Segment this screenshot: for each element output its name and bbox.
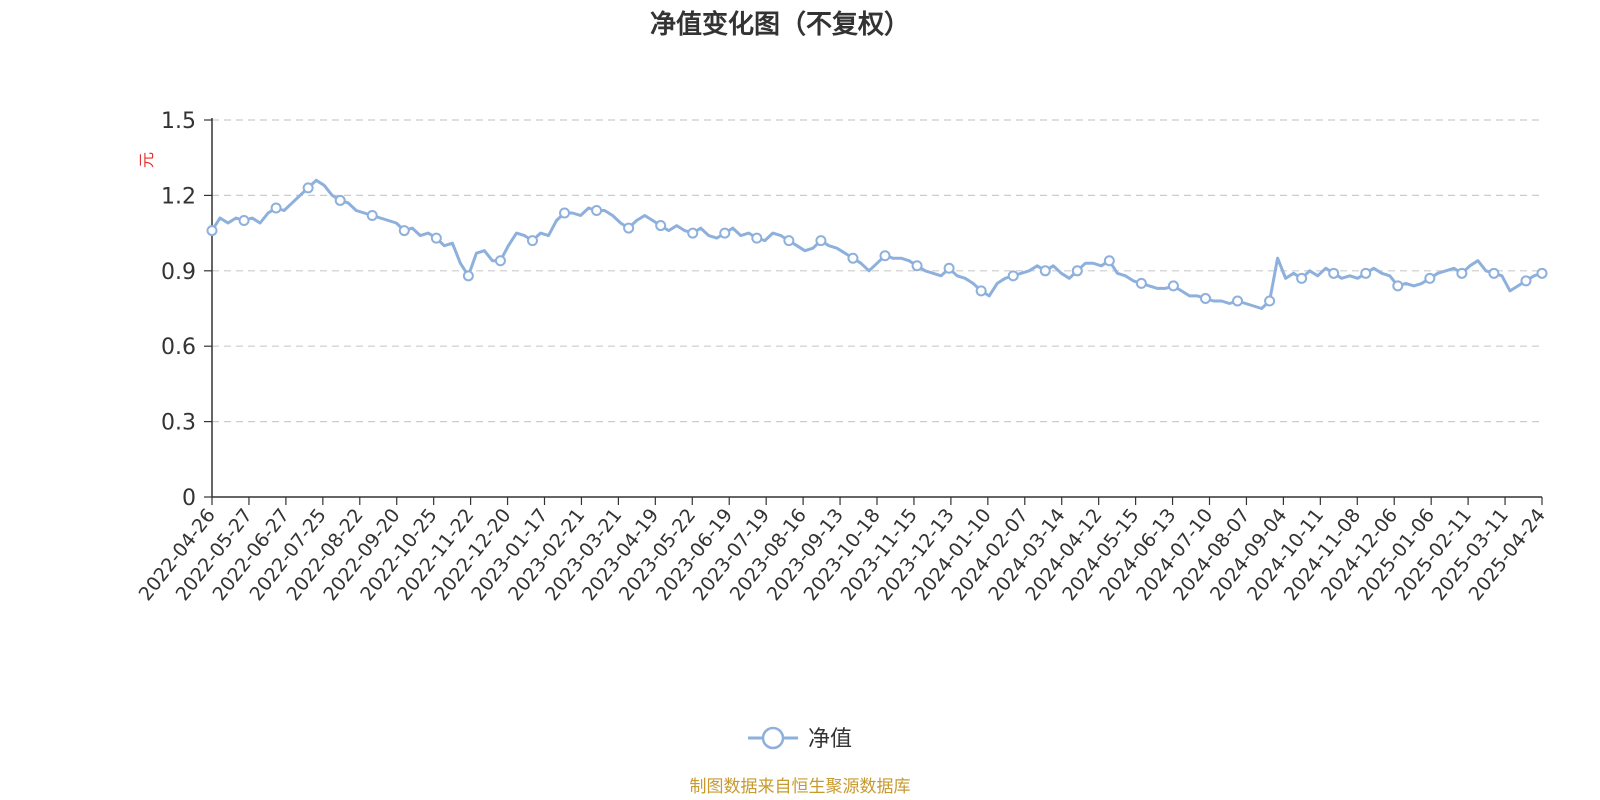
data-point[interactable]	[334, 194, 346, 206]
data-point[interactable]	[655, 220, 667, 232]
data-point[interactable]	[815, 235, 827, 247]
data-point[interactable]	[270, 202, 282, 214]
axes	[204, 118, 1543, 505]
data-point[interactable]	[398, 225, 410, 237]
data-point[interactable]	[847, 252, 859, 264]
data-point[interactable]	[559, 207, 571, 219]
data-point[interactable]	[719, 227, 731, 239]
data-point[interactable]	[1071, 265, 1083, 277]
y-tick-label: 0.6	[161, 335, 196, 360]
data-point[interactable]	[1488, 267, 1500, 279]
y-axis-unit-label: 元	[137, 152, 156, 168]
data-point[interactable]	[1039, 265, 1051, 277]
y-tick-label: 0	[182, 486, 196, 511]
data-point[interactable]	[1167, 280, 1179, 292]
data-point[interactable]	[1103, 255, 1115, 267]
source-note: 制图数据来自恒生聚源数据库	[690, 777, 911, 797]
data-point[interactable]	[1135, 277, 1147, 289]
grid-lines	[212, 119, 1542, 423]
data-point[interactable]	[494, 255, 506, 267]
legend-marker-icon	[761, 726, 785, 750]
data-point[interactable]	[1007, 270, 1019, 282]
x-tick-labels: 2022-04-262022-05-272022-06-272022-07-25…	[135, 505, 1550, 606]
data-point[interactable]	[1264, 295, 1276, 307]
data-point[interactable]	[1232, 295, 1244, 307]
legend-label: 净值	[808, 727, 852, 752]
data-point[interactable]	[206, 225, 218, 237]
series-jingzhi	[206, 178, 1548, 310]
y-tick-label: 1.2	[161, 184, 196, 209]
data-point[interactable]	[1328, 267, 1340, 279]
data-point[interactable]	[1520, 275, 1532, 287]
data-point[interactable]	[975, 285, 987, 297]
data-point[interactable]	[943, 262, 955, 274]
data-point[interactable]	[462, 270, 474, 282]
data-point[interactable]	[591, 204, 603, 216]
data-point[interactable]	[623, 222, 635, 234]
data-point[interactable]	[879, 250, 891, 262]
data-point[interactable]	[302, 182, 314, 194]
data-point[interactable]	[783, 235, 795, 247]
data-point[interactable]	[366, 210, 378, 222]
data-point[interactable]	[1424, 272, 1436, 284]
data-point[interactable]	[1392, 280, 1404, 292]
data-point[interactable]	[911, 260, 923, 272]
data-point[interactable]	[1199, 292, 1211, 304]
chart-title: 净值变化图（不复权）	[650, 9, 910, 40]
y-tick-label: 1.5	[161, 109, 196, 134]
data-point[interactable]	[430, 232, 442, 244]
data-point[interactable]	[238, 215, 250, 227]
data-point[interactable]	[1536, 267, 1548, 279]
data-point[interactable]	[1456, 267, 1468, 279]
data-point[interactable]	[1360, 267, 1372, 279]
y-tick-labels: 0 0.3 0.6 0.9 1.2 1.5	[161, 109, 196, 511]
data-point[interactable]	[751, 232, 763, 244]
legend[interactable]: 净值	[748, 726, 852, 752]
data-point[interactable]	[526, 235, 538, 247]
series-line	[210, 178, 1543, 310]
y-tick-label: 0.3	[161, 411, 196, 436]
y-tick-label: 0.9	[161, 260, 196, 285]
data-point[interactable]	[687, 227, 699, 239]
data-point[interactable]	[1296, 272, 1308, 284]
